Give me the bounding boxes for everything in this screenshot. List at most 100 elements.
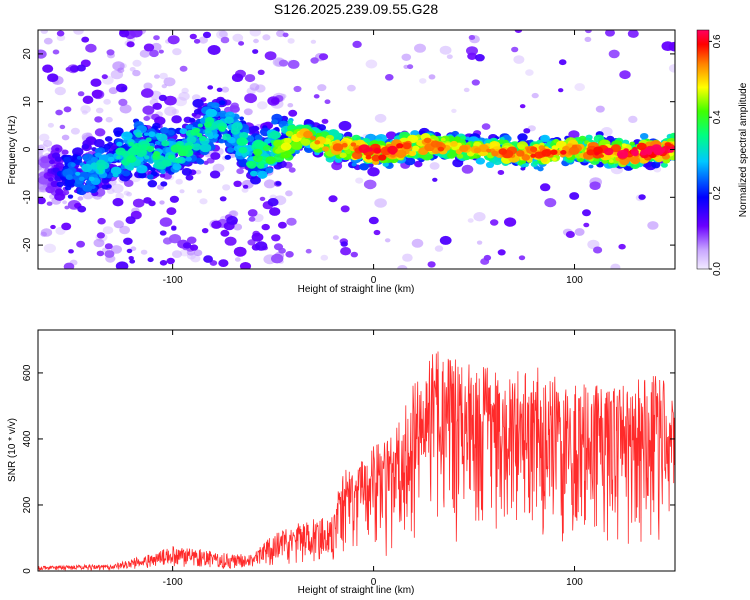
heatmap-cell [550,149,558,155]
heatmap-cell [250,175,261,185]
heatmap-cell [105,116,113,123]
heatmap-cell [43,243,57,253]
heatmap-cell [128,141,134,147]
heatmap-cell [630,156,641,165]
heatmap-cell [490,219,499,226]
heatmap-cell [373,229,381,236]
heatmap-cell [138,171,147,179]
heatmap-cell [322,146,330,152]
heatmap-cell [147,257,154,263]
heatmap-cell [605,30,615,37]
heatmap-cell [456,153,464,159]
heatmap-cell [523,162,529,167]
heatmap-cell [565,231,575,238]
heatmap-cell [167,35,180,45]
heatmap-cell [80,105,91,114]
heatmap-cell [407,134,419,144]
heatmap-cell [220,229,230,237]
heatmap-cell [523,128,531,134]
heatmap-cell [96,250,105,257]
heatmap-cell [414,43,426,53]
spectrogram-y-tick-label: 20 [22,48,33,60]
heatmap-cell [310,39,317,44]
heatmap-cell [491,150,499,157]
snr-y-tick-label: 200 [22,496,33,513]
heatmap-cell [255,241,268,251]
heatmap-cell [154,140,161,145]
heatmap-cell [119,225,130,235]
heatmap-cell [640,133,649,140]
heatmap-cell [653,147,664,156]
heatmap-cell [55,147,60,152]
heatmap-cell [560,150,567,155]
heatmap-cell [97,217,106,225]
heatmap-cell [257,101,268,110]
heatmap-cell [168,154,175,160]
heatmap-cell [497,249,506,256]
heatmap-cell [162,172,172,180]
heatmap-cell [207,45,221,55]
heatmap-cell [467,218,474,223]
heatmap-cell [93,238,105,248]
spectrogram-x-axis: -100 0 100 [163,30,583,286]
heatmap-cell [40,156,50,164]
heatmap-cell [446,54,453,59]
heatmap-cell [568,130,580,139]
heatmap-cell [52,49,60,55]
heatmap-cell [471,79,480,86]
heatmap-cell [654,155,664,163]
heatmap-cell [126,248,133,254]
heatmap-cell [257,69,265,76]
spectrogram-y-tick-label: -20 [22,237,33,252]
heatmap-cell [504,217,517,227]
heatmap-cell [101,74,108,80]
heatmap-cell [247,126,257,133]
heatmap-cell [143,132,149,136]
heatmap-cell [558,88,564,93]
heatmap-cell [218,125,226,132]
heatmap-cell [459,145,469,153]
heatmap-cell [473,212,486,222]
heatmap-cell [397,265,408,269]
heatmap-cell [627,30,639,38]
heatmap-cell [451,108,457,113]
heatmap-cell [94,128,106,137]
heatmap-cell [104,250,115,258]
heatmap-cell [271,234,281,242]
heatmap-cell [483,254,492,261]
heatmap-cell [303,119,313,126]
heatmap-cell [179,128,188,135]
heatmap-cell [259,196,266,201]
heatmap-cell [153,35,160,41]
heatmap-cell [160,181,168,187]
heatmap-cell [172,48,182,56]
heatmap-cell [593,246,603,254]
heatmap-cell [667,148,674,153]
heatmap-cell [541,149,552,157]
heatmap-cell [233,180,242,187]
heatmap-cell [254,134,263,141]
heatmap-cell [269,207,281,216]
heatmap-cell [168,234,182,244]
heatmap-cell [210,152,221,160]
heatmap-cell [56,181,64,187]
heatmap-cell [212,163,225,173]
heatmap-cell [152,102,162,110]
heatmap-cell [340,241,348,247]
colorbar-gradient [696,29,710,270]
heatmap-cell [340,205,350,213]
heatmap-cell [432,177,438,182]
heatmap-cell [265,167,274,174]
heatmap-cell [594,151,599,156]
heatmap-cell [121,131,133,141]
heatmap-cell [236,168,244,175]
heatmap-cell [169,195,179,203]
spectrogram-y-tick-label: -10 [22,190,33,205]
heatmap-cell [257,170,268,179]
heatmap-cell [251,232,264,242]
heatmap-cell [126,191,132,197]
heatmap-cell [368,216,379,225]
heatmap-cell [401,53,412,61]
heatmap-cell [70,127,80,135]
heatmap-cell [221,86,230,93]
